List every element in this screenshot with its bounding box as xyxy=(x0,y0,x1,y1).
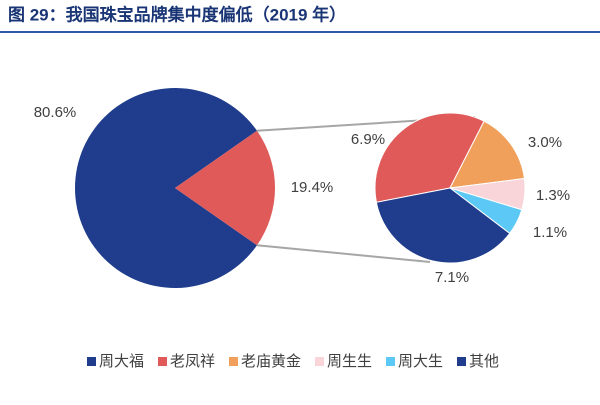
data-label: 7.1% xyxy=(435,269,469,286)
legend-label: 周生生 xyxy=(327,353,372,370)
legend-label: 周大福 xyxy=(99,353,144,370)
legend-label: 其他 xyxy=(469,353,499,370)
pie-slice xyxy=(175,130,275,246)
data-label: 19.4% xyxy=(291,179,334,196)
legend-swatch xyxy=(158,357,167,366)
legend-swatch xyxy=(229,357,238,366)
connector xyxy=(256,244,431,263)
legend-swatch xyxy=(457,357,466,366)
data-label: 3.0% xyxy=(528,134,562,151)
data-label: 6.9% xyxy=(351,131,385,148)
legend-swatch xyxy=(315,357,324,366)
data-label: 1.3% xyxy=(536,187,570,204)
pie-slice xyxy=(375,187,511,264)
pie-slice xyxy=(449,120,525,189)
legend-label: 老凤祥 xyxy=(170,353,215,370)
data-label: 80.6% xyxy=(34,104,77,121)
pie-slice xyxy=(75,88,257,289)
pie-slice xyxy=(374,112,485,203)
legend-label: 老庙黄金 xyxy=(241,353,301,370)
legend-swatch xyxy=(87,357,96,366)
legend-swatch xyxy=(386,357,395,366)
data-label: 1.1% xyxy=(533,224,567,241)
legend-label: 周大生 xyxy=(398,353,443,370)
chart-title: 图 29：我国珠宝品牌集中度偏低（2019 年） xyxy=(8,4,346,24)
